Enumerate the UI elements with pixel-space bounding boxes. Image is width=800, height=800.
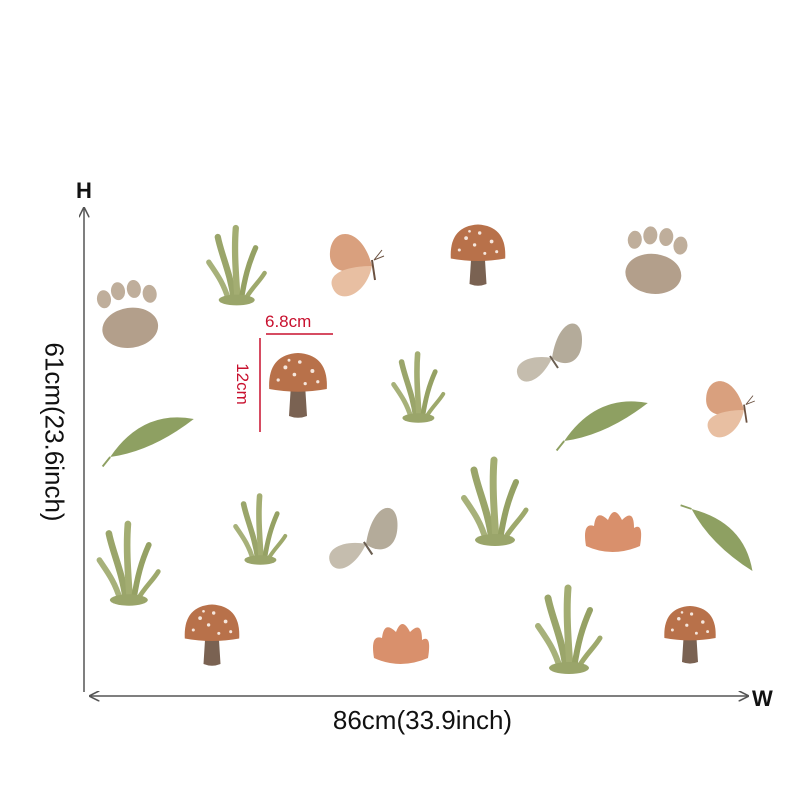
grass-icon xyxy=(538,588,600,674)
width-axis-label: W xyxy=(752,686,773,711)
leaf-icon xyxy=(555,400,649,452)
grass-icon xyxy=(464,460,526,546)
butterfly-grey-icon xyxy=(328,506,399,570)
leaf-icon xyxy=(679,488,755,588)
height-axis-label: H xyxy=(76,178,92,203)
width-dimension-label: 86cm(33.9inch) xyxy=(332,705,513,735)
leaf-icon xyxy=(101,416,195,468)
paw-print-icon xyxy=(94,276,164,352)
mushroom-width-label: 6.8cm xyxy=(265,312,312,331)
grass-icon xyxy=(209,228,265,305)
mushroom-icon xyxy=(184,604,240,666)
flower-icon xyxy=(373,624,430,664)
paw-print-icon xyxy=(622,224,690,298)
mushroom-icon xyxy=(664,606,716,664)
mushroom-icon xyxy=(450,224,506,286)
flower-icon xyxy=(585,512,642,552)
height-dimension-label: 61cm(23.6inch) xyxy=(39,342,70,522)
butterfly-peach-icon xyxy=(705,380,756,439)
grass-icon xyxy=(99,524,158,606)
grass-icon xyxy=(236,496,286,565)
mushroom-icon xyxy=(269,353,327,418)
butterfly-grey-icon xyxy=(515,322,583,383)
mushroom-height-label: 12cm xyxy=(233,363,252,405)
butterfly-peach-icon xyxy=(328,232,385,298)
grass-icon xyxy=(394,354,444,423)
